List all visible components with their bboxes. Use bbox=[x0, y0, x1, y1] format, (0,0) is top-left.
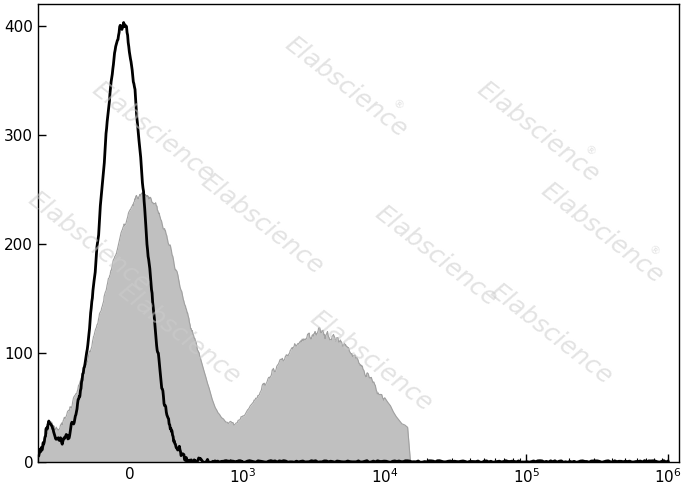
Text: Elabscience: Elabscience bbox=[473, 77, 604, 188]
Text: ®: ® bbox=[646, 244, 661, 259]
Text: Elabscience: Elabscience bbox=[114, 279, 245, 389]
Text: Elabscience: Elabscience bbox=[537, 178, 668, 288]
Text: Elabscience: Elabscience bbox=[197, 169, 328, 279]
Text: Elabscience: Elabscience bbox=[485, 279, 617, 389]
Text: Elabscience: Elabscience bbox=[280, 31, 411, 142]
Text: Elabscience: Elabscience bbox=[23, 187, 155, 297]
Text: Elabscience: Elabscience bbox=[305, 306, 438, 416]
Text: Elabscience: Elabscience bbox=[370, 201, 502, 311]
Text: ®: ® bbox=[389, 98, 405, 112]
Text: Elabscience: Elabscience bbox=[87, 77, 219, 188]
Text: ®: ® bbox=[582, 144, 597, 158]
